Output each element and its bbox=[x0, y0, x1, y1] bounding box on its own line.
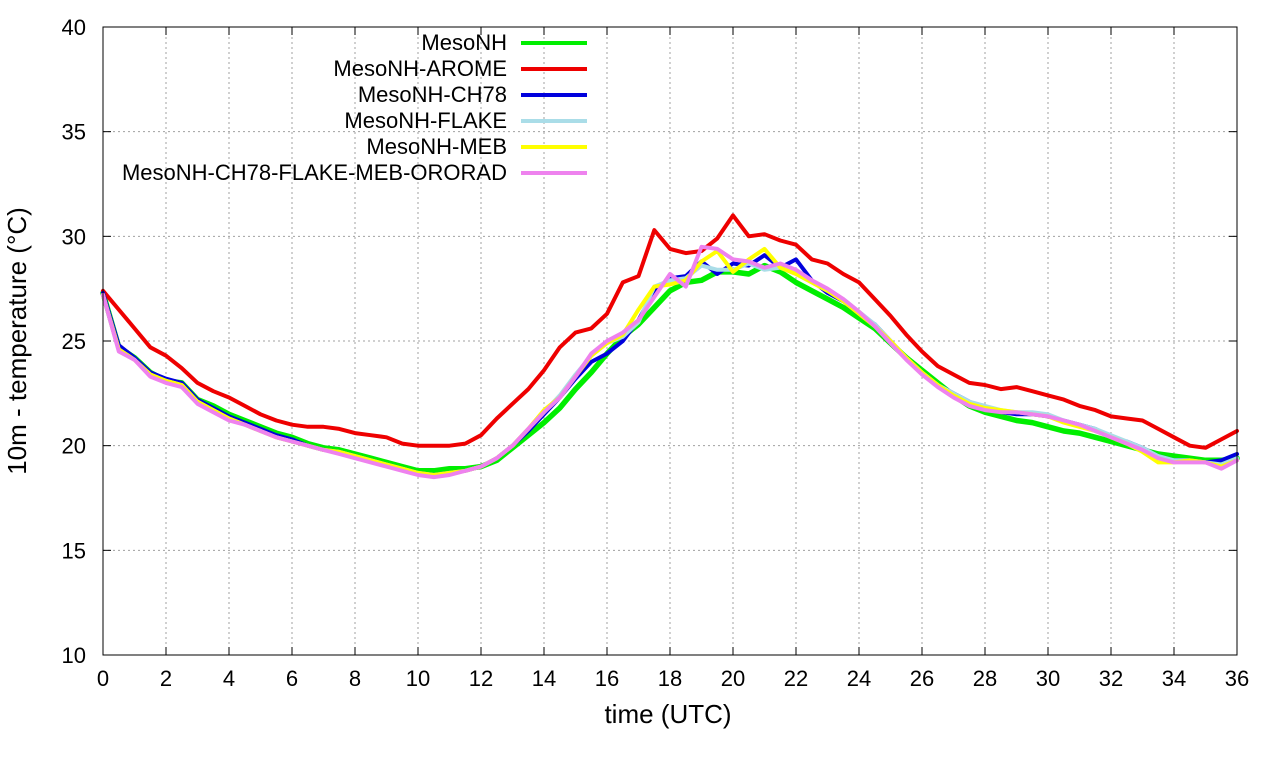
x-tick-label: 14 bbox=[532, 666, 556, 691]
y-axis-title: 10m - temperature (°C) bbox=[2, 207, 32, 475]
x-tick-label: 8 bbox=[349, 666, 361, 691]
legend-label-mesonh-meb: MesoNH-MEB bbox=[366, 134, 507, 159]
legend-label-mesonh-flake: MesoNH-FLAKE bbox=[344, 108, 507, 133]
legend-label-mesonh-ch78: MesoNH-CH78 bbox=[358, 82, 507, 107]
series-line-mesonh-meb bbox=[101, 246, 1239, 477]
x-axis-ticks: 0 2 4 6 8 10 12 14 16 18 20 22 24 26 28 30 32 34 36 bbox=[97, 27, 1249, 691]
series-line-mesonh-ch78-flake-meb-ororad bbox=[101, 244, 1239, 480]
y-tick-label: 10 bbox=[62, 643, 86, 668]
y-axis-ticks: 10 15 20 25 30 35 40 bbox=[62, 15, 1237, 668]
x-tick-label: 28 bbox=[973, 666, 997, 691]
x-tick-label: 4 bbox=[223, 666, 235, 691]
y-tick-label: 40 bbox=[62, 15, 86, 40]
y-tick-label: 30 bbox=[62, 224, 86, 249]
x-tick-label: 12 bbox=[469, 666, 493, 691]
x-axis-title: time (UTC) bbox=[604, 699, 731, 729]
y-tick-label: 35 bbox=[62, 120, 86, 145]
legend-label-mesonh: MesoNH bbox=[421, 30, 507, 55]
x-tick-label: 0 bbox=[97, 666, 109, 691]
x-tick-label: 26 bbox=[910, 666, 934, 691]
x-tick-label: 18 bbox=[658, 666, 682, 691]
x-tick-label: 22 bbox=[784, 666, 808, 691]
x-tick-label: 16 bbox=[595, 666, 619, 691]
x-tick-label: 6 bbox=[286, 666, 298, 691]
x-tick-label: 36 bbox=[1225, 666, 1249, 691]
x-tick-label: 32 bbox=[1099, 666, 1123, 691]
plot-series bbox=[100, 213, 1240, 480]
legend: MesoNHMesoNH-AROMEMesoNH-CH78MesoNH-FLAK… bbox=[122, 30, 587, 185]
series-line-mesonh bbox=[100, 262, 1240, 474]
legend-label-mesonh-arome: MesoNH-AROME bbox=[333, 56, 507, 81]
grid bbox=[103, 27, 1237, 655]
x-tick-label: 20 bbox=[721, 666, 745, 691]
y-tick-label: 20 bbox=[62, 434, 86, 459]
x-tick-label: 24 bbox=[847, 666, 871, 691]
x-tick-label: 34 bbox=[1162, 666, 1186, 691]
legend-label-mesonh-ch78-flake-meb-ororad: MesoNH-CH78-FLAKE-MEB-ORORAD bbox=[122, 160, 507, 185]
x-tick-label: 10 bbox=[406, 666, 430, 691]
x-tick-label: 2 bbox=[160, 666, 172, 691]
y-tick-label: 25 bbox=[62, 329, 86, 354]
series-line-mesonh-arome bbox=[101, 213, 1239, 450]
x-tick-label: 30 bbox=[1036, 666, 1060, 691]
y-tick-label: 15 bbox=[62, 538, 86, 563]
